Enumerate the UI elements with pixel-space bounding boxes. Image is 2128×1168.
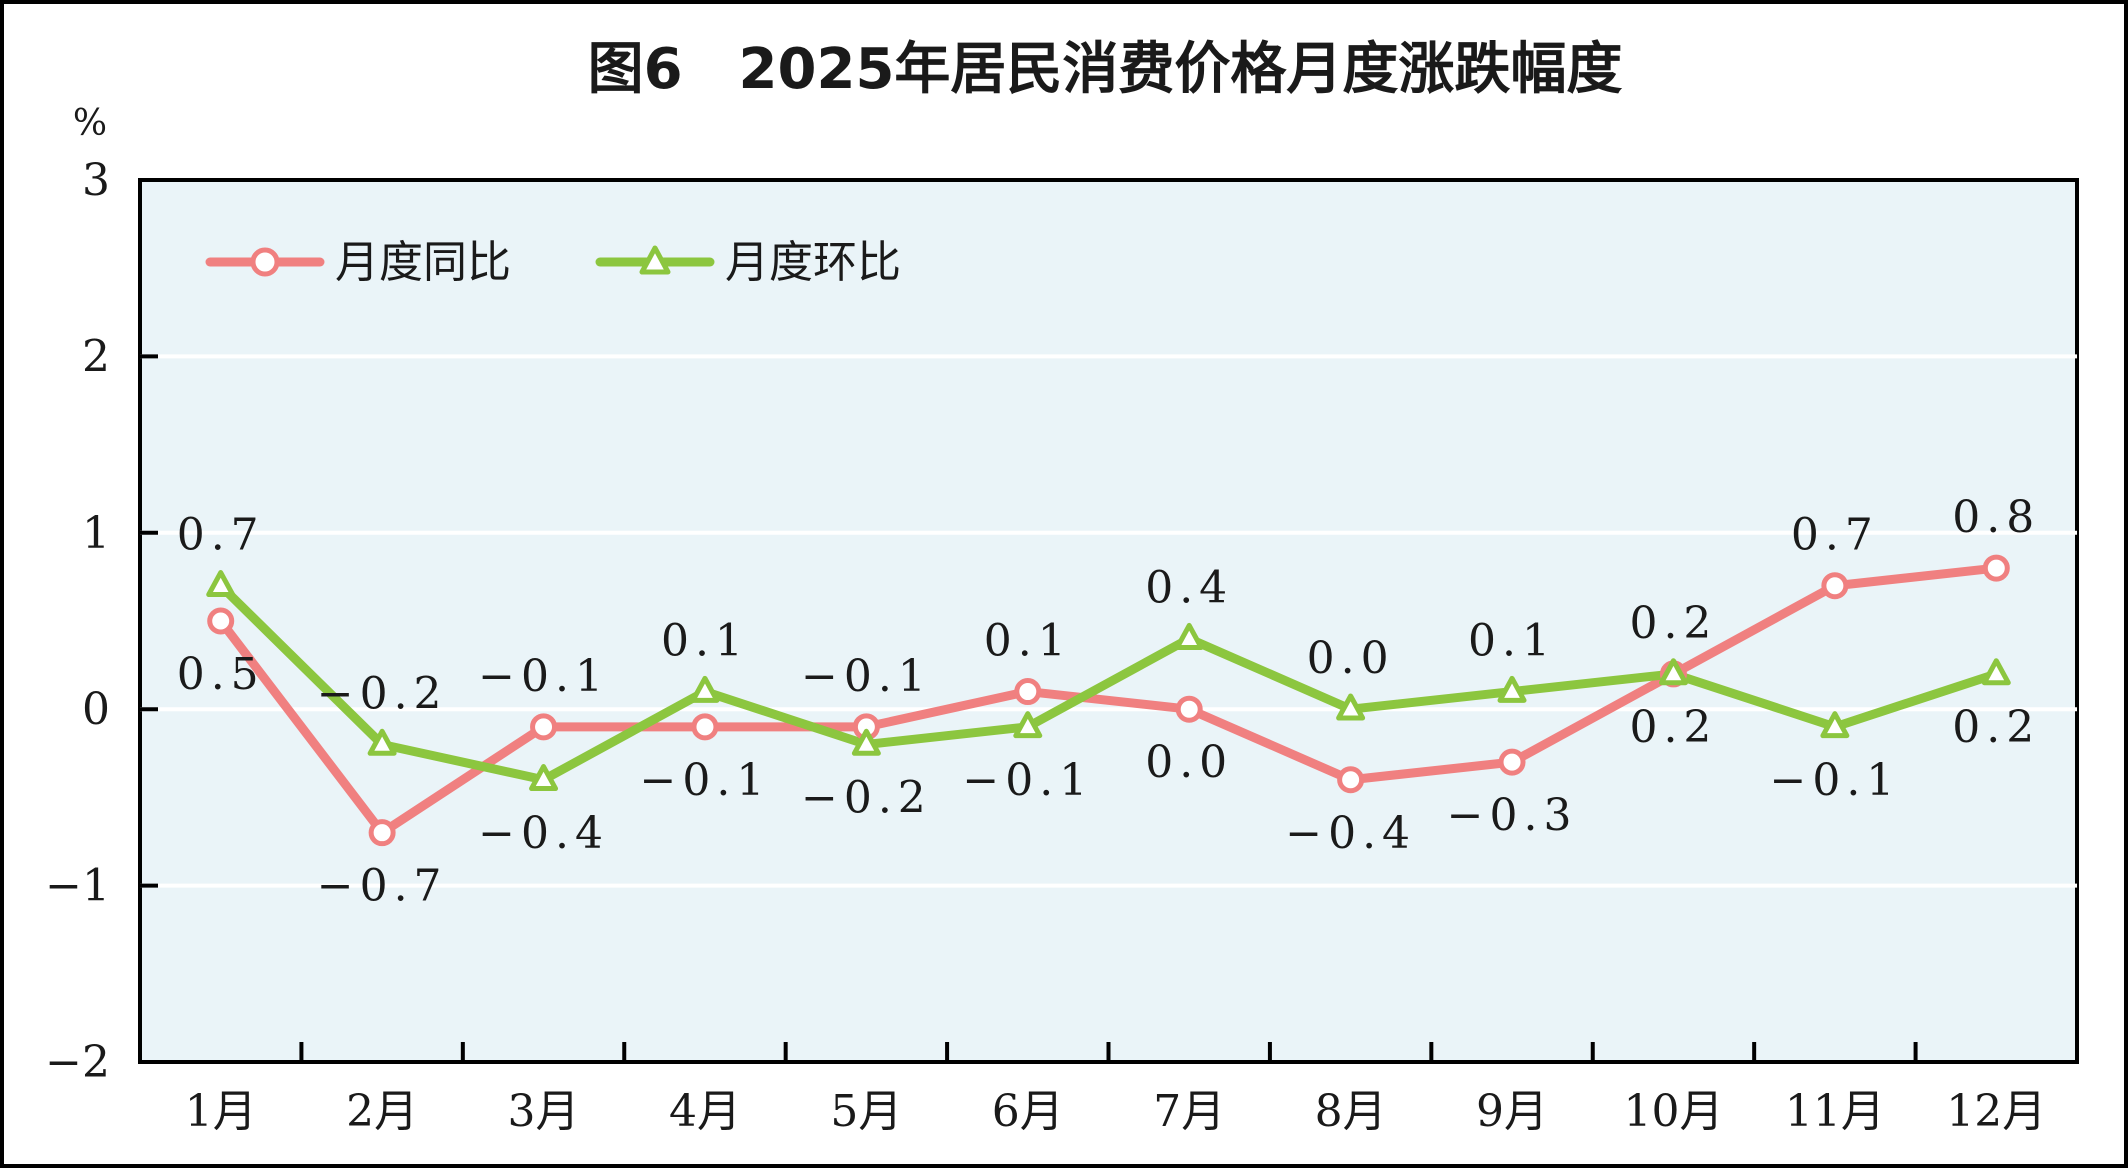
- data-point: [529, 764, 559, 792]
- legend-label: 月度同比: [335, 237, 511, 288]
- series-2-markers: [206, 570, 2011, 792]
- data-point: [1336, 693, 1366, 721]
- data-label: 0.0: [1307, 633, 1395, 684]
- data-point: [1498, 748, 1526, 776]
- legend-item-1: 月度同比: [205, 237, 511, 288]
- data-point: [207, 607, 235, 635]
- data-label: 0.2: [1629, 598, 1717, 649]
- data-label: 0.7: [177, 510, 265, 561]
- chart-title: 图6 2025年居民消费价格月度涨跌幅度: [588, 37, 1623, 102]
- legend-item-2: 月度环比: [595, 237, 901, 288]
- grid-lines: [140, 354, 2077, 888]
- y-axis-unit: %: [73, 103, 107, 144]
- x-tick-label: 7月: [1153, 1086, 1225, 1137]
- data-label: −0.1: [640, 755, 771, 806]
- data-label: 0.4: [1145, 563, 1233, 614]
- data-point: [1982, 554, 2010, 582]
- data-label: −0.2: [801, 772, 932, 823]
- x-tick-label: 3月: [508, 1086, 580, 1137]
- x-axis: 1月 2月 3月 4月 5月 6月 7月 8月 9月 10月 11月 12月: [185, 1042, 2046, 1137]
- data-label: −0.4: [478, 808, 609, 859]
- plot-area: [138, 178, 2079, 1064]
- data-label: −0.1: [1769, 755, 1900, 806]
- data-point: [1175, 695, 1203, 723]
- x-tick-label: 8月: [1315, 1086, 1387, 1137]
- x-tick-label: 12月: [1946, 1086, 2046, 1137]
- x-tick-label: 1月: [185, 1086, 257, 1137]
- data-label: 0.5: [177, 649, 265, 700]
- x-tick-label: 5月: [830, 1086, 902, 1137]
- y-tick-label: −2: [45, 1037, 110, 1088]
- x-tick-label: 9月: [1476, 1086, 1548, 1137]
- data-label: −0.7: [317, 861, 448, 912]
- data-label: −0.2: [317, 668, 448, 719]
- x-tick-label: 2月: [346, 1086, 418, 1137]
- data-point: [1013, 711, 1043, 739]
- series-line: [216, 563, 2001, 838]
- data-label: −0.3: [1447, 790, 1578, 841]
- data-point: [1981, 658, 2011, 686]
- data-label: −0.4: [1285, 808, 1416, 859]
- y-tick-label: 3: [82, 155, 110, 206]
- y-axis: 3 2 1 0 −1 −2: [45, 155, 158, 1088]
- data-point: [691, 713, 719, 741]
- data-point: [1820, 711, 1850, 739]
- series-1-labels: 0.5−0.7−0.1−0.1−0.10.10.0−0.4 −0.30.20.7 0…: [177, 492, 2040, 912]
- data-label: 0.1: [984, 616, 1072, 667]
- y-tick-label: −1: [45, 861, 110, 912]
- y-tick-label: 1: [82, 508, 110, 559]
- data-point: [690, 675, 720, 703]
- legend-marker: [639, 245, 671, 275]
- x-tick-label: 6月: [992, 1086, 1064, 1137]
- x-tick-label: 4月: [669, 1086, 741, 1137]
- data-point: [1014, 678, 1042, 706]
- series-2: [216, 581, 2001, 785]
- data-label: 0.8: [1952, 492, 2040, 543]
- data-label: 0.2: [1952, 702, 2040, 753]
- data-label: −0.1: [801, 651, 932, 702]
- legend-label: 月度环比: [725, 237, 901, 288]
- y-tick-label: 0: [82, 684, 110, 735]
- data-point: [1174, 622, 1204, 650]
- data-point: [367, 728, 397, 756]
- data-point: [206, 570, 236, 598]
- x-tick-label: 10月: [1623, 1086, 1723, 1137]
- legend-marker: [250, 247, 280, 277]
- data-point: [1658, 658, 1688, 686]
- series-2-labels: 0.7 −0.2 −0.4 0.1 −0.2 −0.1 0.4 0.0 0.1 0.2 −0.1 0.…: [177, 510, 2040, 859]
- series-1: [216, 563, 2001, 838]
- series-layer: 0.5−0.7−0.1−0.1−0.10.10.0−0.4 −0.30.20.7 0…: [177, 492, 2040, 912]
- data-point: [851, 728, 881, 756]
- data-label: 0.1: [1468, 616, 1556, 667]
- data-label: −0.1: [478, 651, 609, 702]
- data-label: 0.7: [1791, 510, 1879, 561]
- data-point: [1497, 675, 1527, 703]
- y-tick-label: 2: [82, 331, 110, 382]
- data-label: 0.1: [661, 616, 749, 667]
- data-label: −0.1: [962, 755, 1093, 806]
- legend: 月度同比 月度环比: [205, 237, 901, 288]
- data-point: [530, 713, 558, 741]
- data-point: [1337, 766, 1365, 794]
- series-line: [216, 581, 2001, 785]
- data-point: [368, 819, 396, 847]
- data-label: 0.2: [1629, 702, 1717, 753]
- data-point: [1821, 572, 1849, 600]
- x-tick-label: 11月: [1785, 1086, 1885, 1137]
- data-label: 0.0: [1145, 737, 1233, 788]
